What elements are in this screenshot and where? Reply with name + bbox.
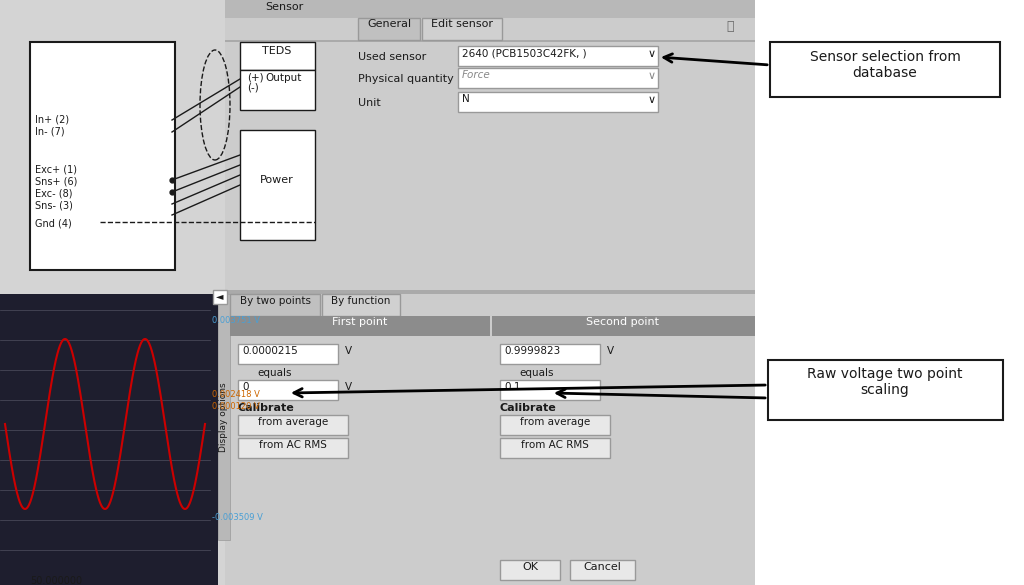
Bar [238,415,348,435]
Bar [500,438,610,458]
Bar [0,294,218,585]
Text: Force: Force [462,70,490,80]
Text: First point: First point [333,317,388,327]
Bar [492,316,755,336]
Text: Unit: Unit [358,98,381,108]
Text: equals: equals [258,368,292,378]
Text: equals: equals [520,368,554,378]
Text: from AC RMS: from AC RMS [259,440,327,450]
Bar [225,18,755,290]
Bar [358,18,420,40]
Bar [225,0,755,18]
Text: Exc+ (1): Exc+ (1) [35,165,77,175]
Bar [225,555,755,585]
Bar [238,344,338,364]
Bar [322,294,400,316]
Text: In- (7): In- (7) [35,127,65,137]
Bar [238,438,348,458]
Text: ∨: ∨ [648,49,656,59]
Text: 0.0000215: 0.0000215 [242,346,298,356]
Bar [230,316,490,336]
Bar [500,415,610,435]
Bar [500,560,560,580]
Text: Exc- (8): Exc- (8) [35,189,73,199]
Text: Sns+ (6): Sns+ (6) [35,177,78,187]
Text: Sns- (3): Sns- (3) [35,201,73,211]
Bar [240,42,315,70]
Text: Cancel: Cancel [583,562,621,572]
Text: By function: By function [332,296,391,306]
Text: 0.9999823: 0.9999823 [504,346,560,356]
Bar [238,380,338,400]
Text: 2640 (PCB1503C42FK, ): 2640 (PCB1503C42FK, ) [462,48,587,58]
Text: TEDS: TEDS [262,46,292,56]
Text: Second point: Second point [587,317,659,327]
Text: Calibrate: Calibrate [500,403,557,413]
Text: By two points: By two points [240,296,310,306]
Text: 0.1: 0.1 [504,382,520,392]
Text: from average: from average [520,417,590,427]
Bar [225,0,755,585]
Text: ∨: ∨ [648,95,656,105]
Bar [458,46,658,66]
Bar [500,344,600,364]
Text: Sensor selection from
database: Sensor selection from database [810,50,961,80]
Text: from average: from average [258,417,328,427]
Text: N: N [462,94,470,104]
Text: ◄: ◄ [216,291,224,301]
Bar [458,92,658,112]
Text: 0: 0 [242,382,249,392]
Text: V: V [345,382,352,392]
Bar [458,68,658,88]
Bar [213,290,227,304]
Text: V: V [345,346,352,356]
Bar [0,0,225,585]
Bar [768,360,1002,420]
Text: In+ (2): In+ (2) [35,115,70,125]
Text: (-): (-) [247,83,259,93]
Text: General: General [367,19,411,29]
Bar [218,294,230,540]
Text: Display options: Display options [219,382,228,452]
Text: -0.003509 V: -0.003509 V [212,513,263,522]
Text: from AC RMS: from AC RMS [521,440,589,450]
Bar [500,380,600,400]
Text: 0.003751 V: 0.003751 V [212,316,260,325]
Text: 🔒: 🔒 [726,20,734,33]
Text: Gnd (4): Gnd (4) [35,218,72,228]
Text: Physical quantity: Physical quantity [358,74,454,84]
Bar [230,294,319,316]
Bar [240,70,315,110]
Text: Raw voltage two point
scaling: Raw voltage two point scaling [807,367,963,397]
Text: Sensor: Sensor [265,2,303,12]
Text: V: V [607,346,614,356]
Text: Calibrate: Calibrate [238,403,295,413]
Text: ∨: ∨ [648,71,656,81]
Text: 50.000000: 50.000000 [30,576,82,585]
Text: 0.000120 V: 0.000120 V [212,402,260,411]
Bar [570,560,635,580]
Bar [225,40,755,42]
Bar [225,290,755,294]
Text: 0.002418 V: 0.002418 V [212,390,260,399]
Bar [225,294,755,585]
Text: Used sensor: Used sensor [358,52,426,62]
Text: Output: Output [265,73,301,83]
Bar [30,42,175,270]
Text: (+): (+) [247,73,263,83]
Text: OK: OK [522,562,538,572]
Text: Edit sensor: Edit sensor [431,19,493,29]
Bar [240,130,315,240]
Bar [422,18,502,40]
Bar [770,42,1000,97]
Text: Power: Power [260,175,294,185]
